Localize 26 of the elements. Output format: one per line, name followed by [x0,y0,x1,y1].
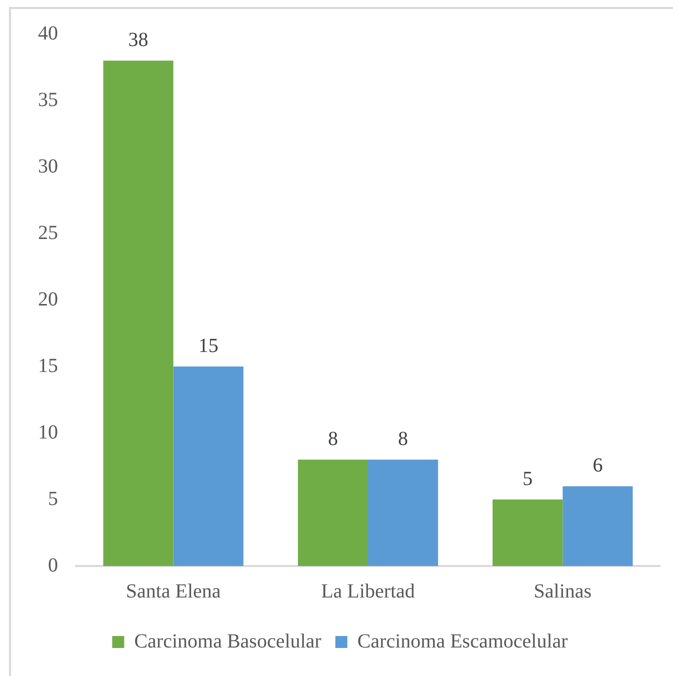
data-label: 6 [592,454,603,476]
bar [368,460,438,566]
y-tick-label: 35 [38,88,58,111]
y-tick-label: 5 [48,488,58,510]
y-tick-label: 40 [38,22,58,44]
data-label: 8 [398,428,408,450]
bar [562,486,633,566]
data-label: 8 [328,428,338,450]
data-label: 5 [522,468,533,490]
bar [173,366,244,566]
x-tick-label: Santa Elena [126,580,221,602]
y-tick-label: 25 [38,222,58,244]
bar [103,60,174,566]
y-tick-label: 0 [48,554,58,576]
x-tick-label: Salinas [534,580,592,602]
bar [492,500,563,566]
data-label: 15 [198,334,218,357]
y-tick-label: 30 [38,155,58,178]
bar [298,460,368,566]
y-tick-label: 10 [38,421,58,444]
legend-label: Carcinoma Basocelular [134,630,322,652]
x-tick-label: La Libertad [321,580,415,602]
data-label: 38 [128,28,148,51]
y-tick-label: 15 [38,354,58,377]
legend-label: Carcinoma Escamocelular [357,630,568,652]
y-tick-label: 20 [38,288,58,310]
